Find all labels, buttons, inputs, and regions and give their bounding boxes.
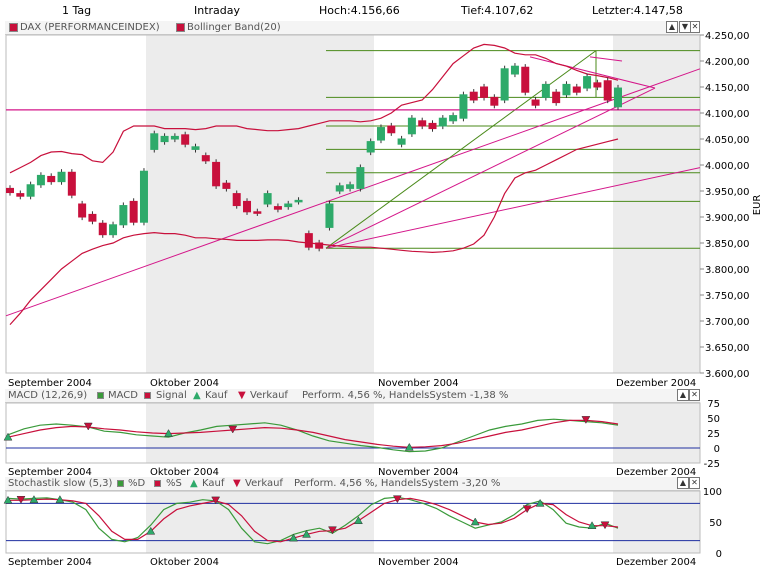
move-up-icon[interactable]: ▲ <box>666 21 678 33</box>
price-ytick-label-8: 3.850,00 <box>705 239 750 250</box>
move-up-icon[interactable]: ▲ <box>677 389 689 401</box>
macd-marker <box>97 392 104 399</box>
buy-triangle-icon: ▲ <box>193 390 201 401</box>
interval-label[interactable]: Intraday <box>194 4 241 17</box>
stoch-title: Stochastik slow (5,3) <box>8 478 113 489</box>
macd-ytick-label-1: 50 <box>707 414 720 425</box>
price-panel: DAX (PERFORMANCEINDEX) Bollinger Band(20… <box>5 21 700 389</box>
low-value: Tief:4.107,62 <box>461 4 534 17</box>
price-ytick-label-12: 3.650,00 <box>705 343 750 354</box>
macd-title: MACD (12,26,9) <box>8 390 88 401</box>
d-label: %D <box>128 478 146 489</box>
stochastic-legend: Stochastik slow (5,3) %D %S ▲ Kauf ▼ Ver… <box>5 477 700 491</box>
macd-performance: Perform. 4,56 %, HandelsSystem -1,38 % <box>302 390 509 401</box>
stoch-ytick-label-1: 50 <box>709 518 722 529</box>
buy-triangle-icon: ▲ <box>190 478 198 489</box>
macd-ytick-label-3: 0 <box>714 444 720 455</box>
signal-label: Signal <box>156 390 187 401</box>
high-value: Hoch:4.156,66 <box>319 4 400 17</box>
last-value: Letzter:4.147,58 <box>592 4 683 17</box>
price-ytick-label-10: 3.750,00 <box>705 291 750 302</box>
price-legend: DAX (PERFORMANCEINDEX) Bollinger Band(20… <box>5 21 700 35</box>
price-ytick-label-5: 4.000,00 <box>705 161 750 172</box>
close-icon[interactable]: ✕ <box>690 21 700 33</box>
chart-header: 1 Tag Intraday Hoch:4.156,66 Tief:4.107,… <box>0 0 775 20</box>
stoch-ytick-label-2: 0 <box>716 549 722 560</box>
price-ytick-label-7: 3.900,00 <box>705 213 750 224</box>
s-label: %S <box>166 478 182 489</box>
price-ytick-label-3: 4.100,00 <box>705 109 750 120</box>
close-icon[interactable]: ✕ <box>689 389 700 401</box>
macd-ytick-label-2: 25 <box>707 429 720 440</box>
close-icon[interactable]: ✕ <box>689 477 700 489</box>
price-ylabel: EUR <box>752 195 763 216</box>
price-ytick-label-0: 4.250,00 <box>705 31 750 42</box>
period-label[interactable]: 1 Tag <box>62 4 92 17</box>
legend-dax: DAX (PERFORMANCEINDEX) <box>20 22 160 33</box>
price-ytick-label-11: 3.700,00 <box>705 317 750 328</box>
macd-label: MACD <box>108 390 138 401</box>
price-ytick-label-13: 3.600,00 <box>705 369 750 380</box>
buy-label: Kauf <box>205 390 228 401</box>
price-ytick-label-6: 3.950,00 <box>705 187 750 198</box>
s-marker <box>154 480 161 487</box>
legend-bollinger: Bollinger Band(20) <box>187 22 281 33</box>
price-ytick-label-1: 4.200,00 <box>705 57 750 68</box>
macd-ytick-label-0: 75 <box>707 399 720 410</box>
stoch-ytick-label-0: 100 <box>703 487 722 498</box>
d-marker <box>117 480 124 487</box>
sell-triangle-icon: ▼ <box>233 478 241 489</box>
sell-triangle-icon: ▼ <box>238 390 246 401</box>
signal-marker <box>144 392 151 399</box>
price-ytick-label-2: 4.150,00 <box>705 83 750 94</box>
macd-legend: MACD (12,26,9) MACD Signal ▲ Kauf ▼ Verk… <box>5 389 700 403</box>
stochastic-panel: Stochastik slow (5,3) %D %S ▲ Kauf ▼ Ver… <box>5 477 700 566</box>
sell-label: Verkauf <box>245 478 283 489</box>
macd-ytick-label-4: -25 <box>704 459 720 470</box>
move-up-icon[interactable]: ▲ <box>677 477 689 489</box>
series-marker <box>9 23 18 32</box>
macd-panel: MACD (12,26,9) MACD Signal ▲ Kauf ▼ Verk… <box>5 389 700 476</box>
price-ytick-label-9: 3.800,00 <box>705 265 750 276</box>
buy-label: Kauf <box>202 478 225 489</box>
stoch-performance: Perform. 4,56 %, HandelsSystem -3,20 % <box>294 478 501 489</box>
band-marker <box>176 23 185 32</box>
sell-label: Verkauf <box>250 390 288 401</box>
price-ytick-label-4: 4.050,00 <box>705 135 750 146</box>
